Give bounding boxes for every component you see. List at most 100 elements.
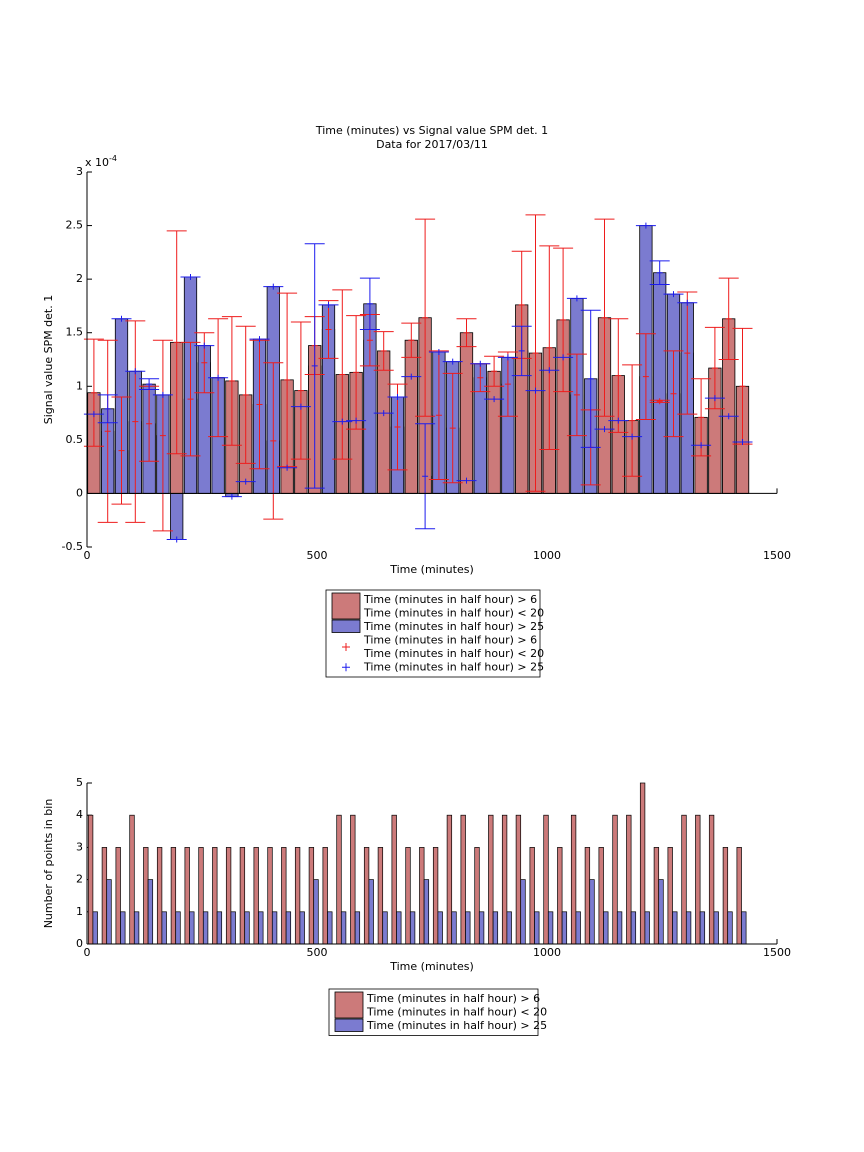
error-bar — [125, 368, 146, 375]
error-bar — [497, 354, 518, 361]
bar — [557, 847, 563, 945]
error-bar — [442, 372, 463, 484]
bar — [313, 879, 319, 945]
error-bar — [635, 222, 656, 229]
error-bar — [622, 433, 643, 440]
bar — [396, 911, 402, 945]
error-bar — [580, 309, 601, 448]
bar — [506, 911, 512, 945]
error-bar — [428, 350, 449, 480]
bar — [92, 911, 98, 945]
error-bar — [97, 339, 118, 523]
bar — [432, 847, 439, 945]
bar — [644, 911, 650, 945]
y-tick-label: 2 — [76, 272, 83, 285]
legend-swatch — [331, 619, 361, 633]
error-bar — [622, 364, 643, 477]
bar — [294, 847, 301, 945]
error-bar — [235, 478, 256, 485]
legend-label: Time (minutes in half hour) > 6 Time (min… — [363, 593, 544, 620]
error-bar — [732, 327, 753, 445]
bar — [350, 814, 356, 945]
error-bar — [221, 493, 242, 500]
bar — [603, 911, 609, 945]
error-bar — [704, 395, 725, 402]
error-bar — [539, 367, 560, 374]
error-bar — [456, 318, 477, 348]
error-bar — [249, 339, 270, 470]
bar — [299, 911, 305, 945]
error-bar — [318, 300, 339, 359]
error-bar — [180, 341, 201, 457]
bar — [170, 847, 177, 945]
y-tick-label: -0.5 — [62, 540, 83, 553]
legend-marker — [342, 663, 350, 672]
bar — [106, 879, 112, 945]
bar — [460, 814, 466, 945]
error-bar — [594, 426, 615, 433]
bar — [244, 911, 250, 945]
error-bar — [139, 378, 160, 390]
bar — [492, 911, 499, 945]
error-bar — [318, 301, 339, 308]
bar — [561, 911, 568, 945]
bar — [451, 911, 457, 945]
error-bar — [97, 394, 118, 424]
bar — [322, 847, 328, 945]
error-bar — [359, 277, 380, 330]
bar — [120, 911, 126, 945]
bar — [534, 911, 540, 945]
bar — [225, 847, 232, 945]
bar — [87, 814, 94, 945]
error-bar — [208, 374, 229, 381]
bar — [465, 911, 471, 945]
bar — [667, 847, 673, 945]
legend-label: Time (minutes in half hour) > 6 Time (min… — [366, 992, 547, 1019]
bar — [405, 847, 411, 945]
error-bar — [553, 247, 574, 393]
error-bar — [566, 353, 587, 437]
error-bar — [401, 322, 422, 358]
error-bar — [194, 332, 215, 394]
y-tick-label: 5 — [76, 776, 83, 789]
y-tick-label: 1 — [76, 905, 83, 918]
y-axis-label: Number of points in bin — [42, 799, 55, 929]
error-bar — [373, 410, 394, 417]
bar — [308, 847, 315, 945]
error-bar — [497, 351, 518, 417]
error-bar — [346, 315, 367, 430]
bar — [681, 814, 687, 945]
bar — [736, 847, 742, 945]
error-bar — [332, 289, 353, 460]
error-bar — [263, 283, 284, 290]
x-tick-label: 1500 — [763, 549, 791, 562]
bar — [101, 847, 108, 945]
error-bar — [346, 417, 367, 424]
bar — [258, 911, 264, 945]
error-bar — [484, 355, 505, 387]
bar — [368, 879, 374, 945]
y-tick-label: 2 — [76, 873, 83, 886]
error-bar — [139, 385, 160, 462]
bar — [547, 911, 554, 945]
bar — [626, 814, 632, 945]
bar — [570, 814, 577, 945]
bar — [336, 814, 342, 945]
legend-label: Time (minutes in half hour) > 6 Time (min… — [363, 633, 544, 660]
bar — [658, 879, 664, 945]
error-bar — [401, 373, 422, 380]
error-bar — [663, 350, 684, 438]
error-bar — [718, 277, 739, 360]
bar — [520, 879, 526, 945]
error-bar — [415, 218, 436, 417]
y-tick-label: 3 — [76, 840, 83, 853]
error-bar — [553, 354, 574, 361]
chart-subtitle: Data for 2017/03/11 — [376, 138, 488, 151]
bar — [639, 782, 646, 945]
bar — [133, 911, 140, 945]
bar — [575, 911, 581, 945]
error-bar — [387, 394, 408, 400]
error-bar — [111, 396, 132, 505]
legend-label: Time (minutes in half hour) > 25 — [363, 620, 544, 633]
bar — [672, 911, 678, 945]
